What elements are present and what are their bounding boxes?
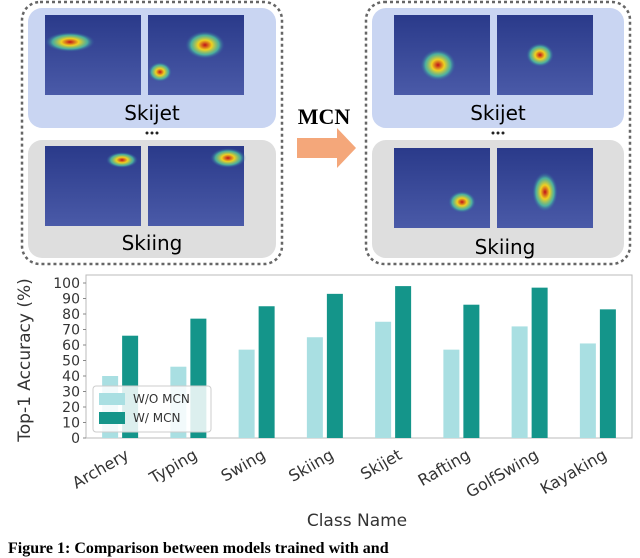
y-tick-label: 70 (62, 323, 80, 339)
y-tick-label: 30 (62, 385, 80, 401)
image (45, 15, 141, 95)
label: Skiing (475, 235, 536, 259)
bar (463, 304, 480, 438)
bar (395, 286, 412, 438)
plot-frame (85, 274, 633, 439)
bar (258, 306, 275, 438)
heat (148, 62, 172, 82)
heat (448, 191, 476, 213)
bar (375, 321, 392, 438)
bar (579, 343, 596, 438)
heat (532, 172, 558, 212)
y-tick-label: 90 (62, 292, 80, 308)
y-tick-label: 40 (62, 369, 80, 385)
right-box (364, 0, 632, 266)
y-tick-label: 60 (62, 338, 80, 354)
ellipsis (491, 131, 505, 135)
heat (106, 152, 138, 168)
label: Skijet (470, 101, 526, 125)
image (394, 148, 490, 228)
arrow-label: MCN (298, 104, 351, 129)
x-axis-label: Class Name (307, 511, 407, 531)
label: Skiing (122, 231, 183, 255)
heat (185, 31, 225, 59)
x-tick-label: GolfSwing (463, 445, 542, 502)
y-tick-label: 100 (53, 276, 80, 292)
bar (599, 309, 616, 438)
y-tick-label: 0 (71, 431, 80, 447)
heat (420, 49, 456, 81)
y-tick-label: 10 (62, 416, 80, 432)
y-axis-label: Top-1 Accuracy (%) (15, 278, 35, 442)
heat (45, 32, 95, 52)
heat (210, 148, 246, 168)
x-tick-label: Skiing (285, 445, 337, 486)
x-tick-label: Kayaking (537, 445, 610, 498)
bar (531, 287, 548, 438)
legend-swatch (99, 412, 125, 424)
x-tick-label: Typing (145, 445, 200, 488)
x-tick-label: Archery (69, 445, 132, 492)
y-tick-label: 20 (62, 400, 80, 416)
x-tick-label: Skijet (357, 445, 405, 484)
caption: Figure 1: Comparison between models trai… (8, 540, 389, 557)
bar (511, 326, 528, 438)
legend-label: W/O MCN (133, 392, 190, 406)
heat (526, 43, 554, 67)
y-tick-label: 50 (62, 354, 80, 370)
left-box (20, 0, 284, 266)
bar (238, 349, 255, 438)
label: Skijet (124, 101, 180, 125)
bar (306, 337, 323, 438)
ellipsis (145, 131, 159, 135)
illustration: Skijet Skiing MCN Skijet Skiing (20, 0, 632, 266)
legend-swatch (99, 393, 125, 405)
x-tick-label: Swing (218, 445, 269, 485)
bar (326, 293, 343, 438)
arrow (297, 128, 356, 168)
bar (443, 349, 460, 438)
y-tick-label: 80 (62, 307, 80, 323)
legend-label: W/ MCN (133, 411, 180, 425)
